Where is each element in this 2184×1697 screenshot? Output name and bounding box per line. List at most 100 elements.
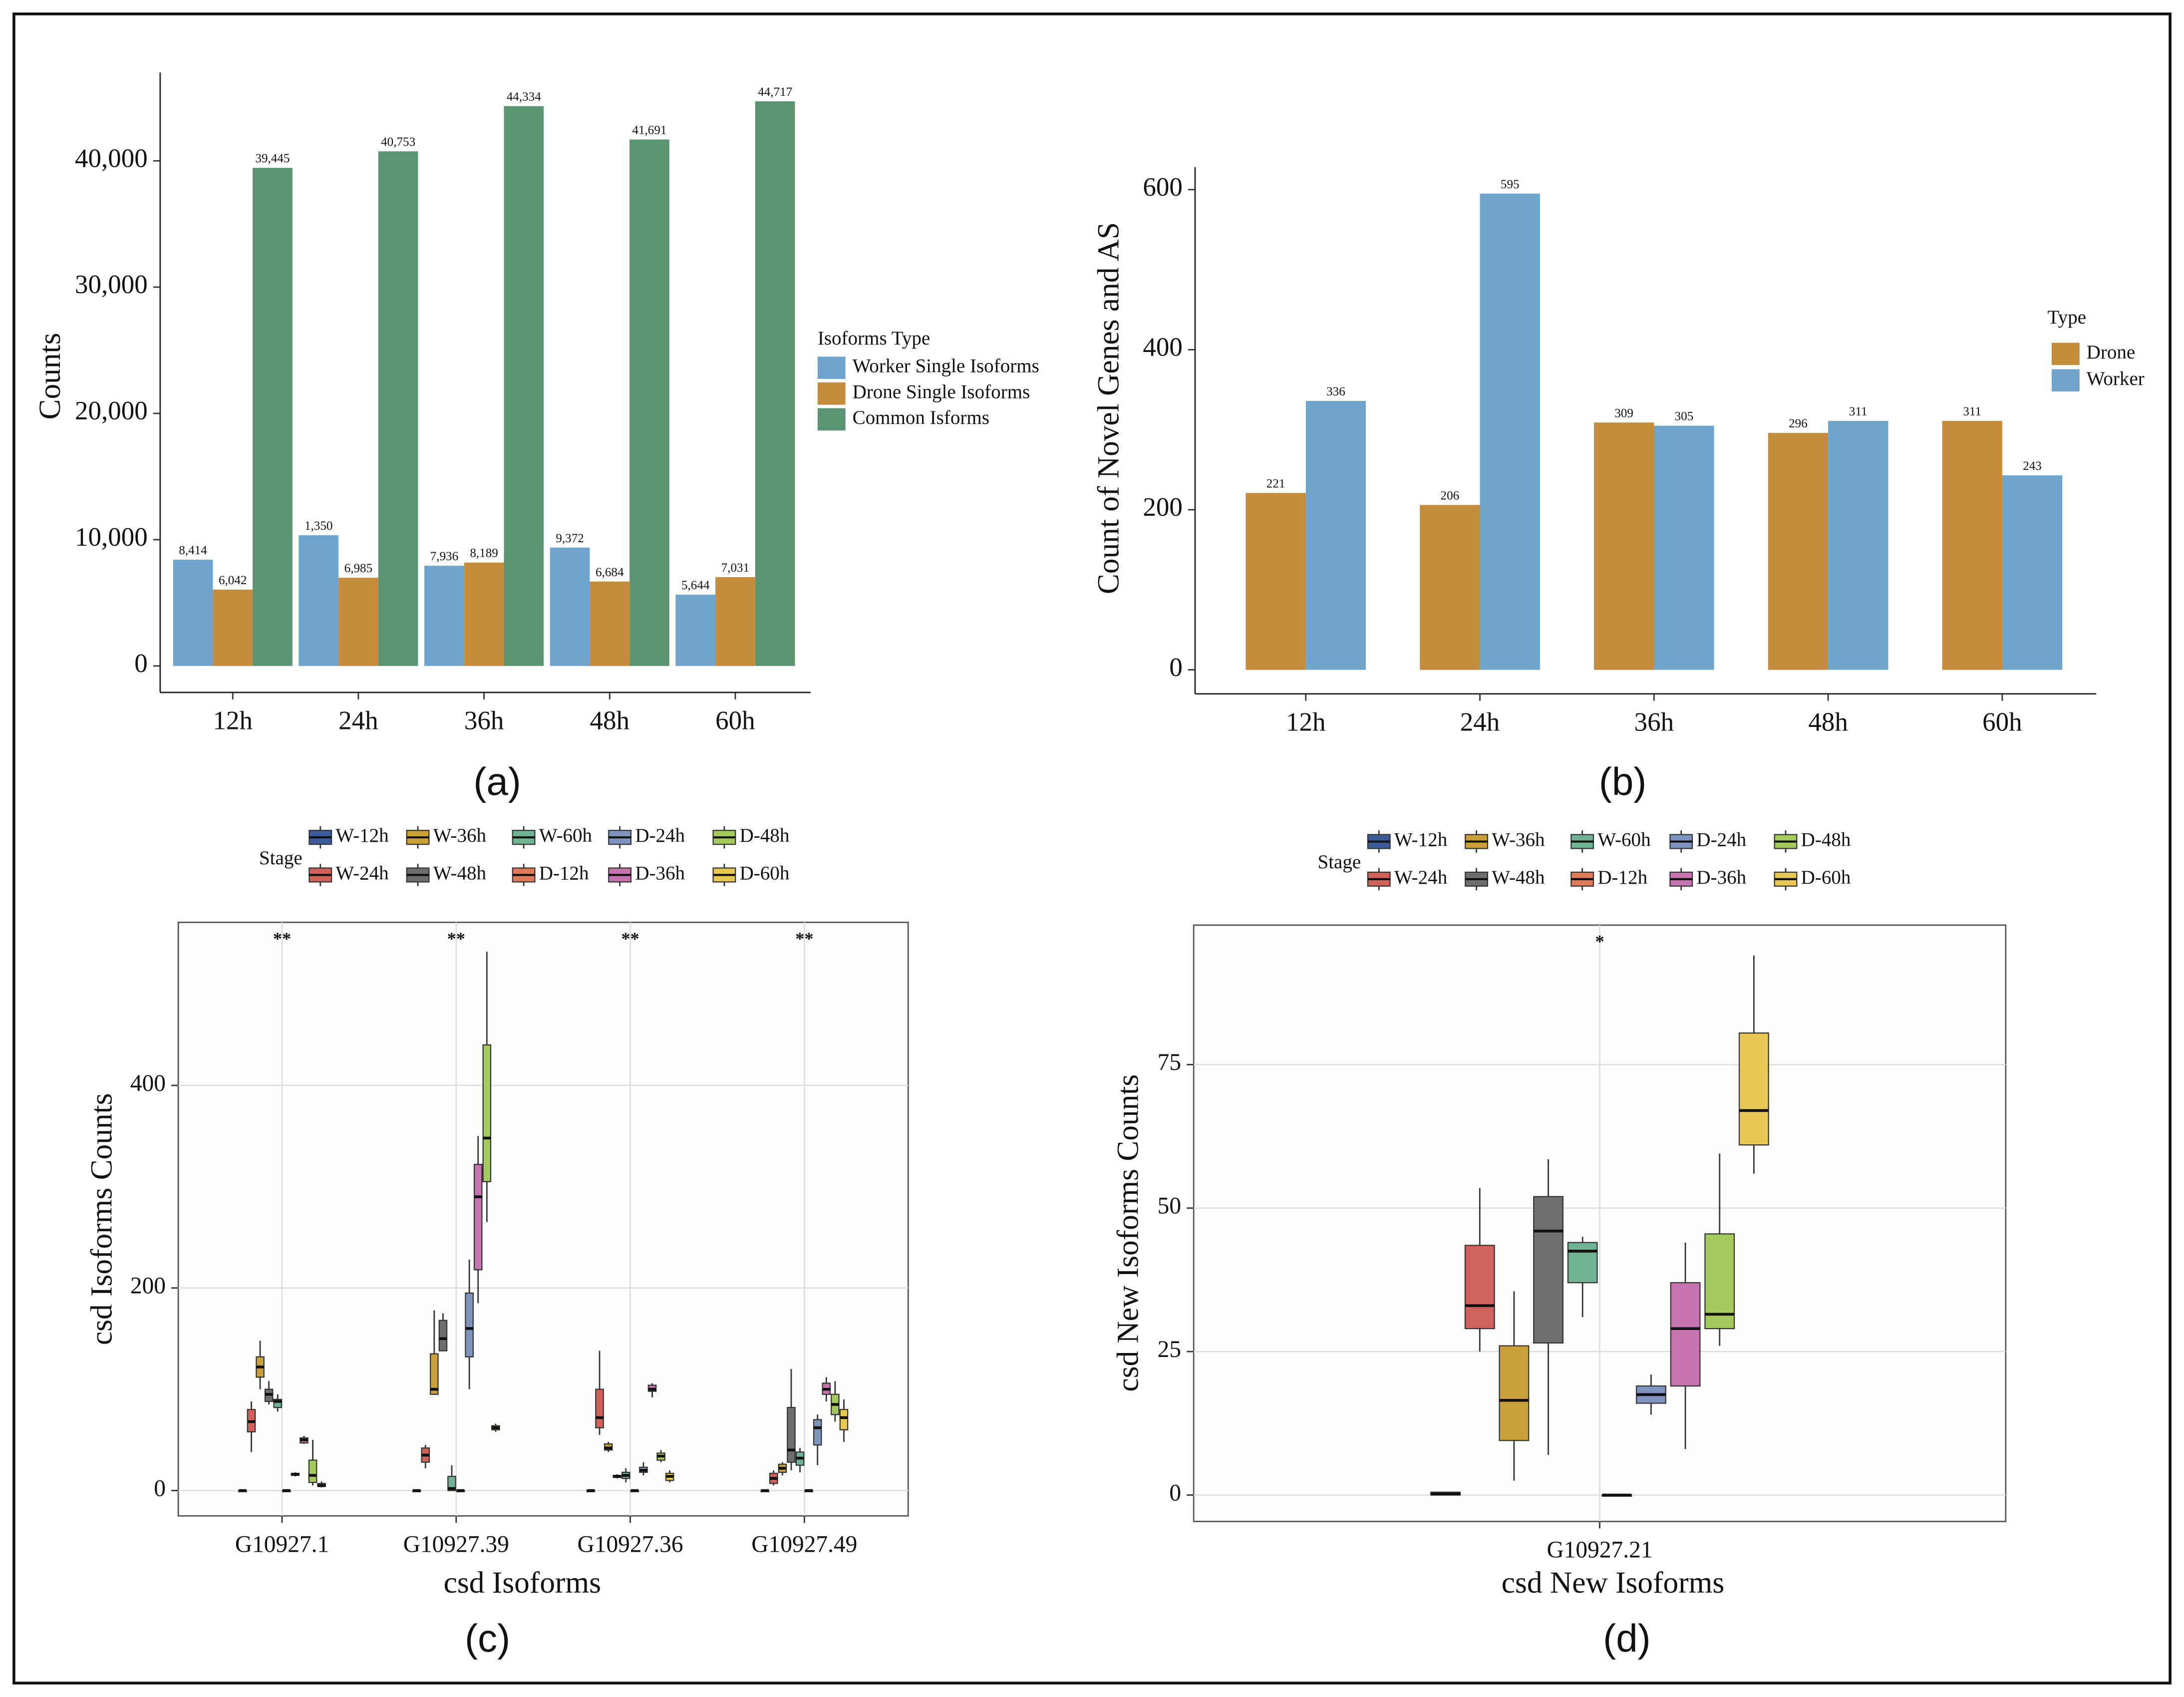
box-body	[813, 1419, 822, 1446]
y-tick-label: 10,000	[75, 523, 148, 552]
value-label: 44,334	[507, 90, 541, 104]
plot-panel	[177, 922, 909, 1517]
legend-label: W-36h	[1492, 829, 1545, 851]
significance-annotation: **	[795, 929, 813, 949]
bar	[424, 566, 464, 666]
legend-label: W-24h	[1394, 867, 1448, 888]
bar	[550, 547, 590, 666]
bar	[755, 101, 795, 666]
value-label: 221	[1266, 477, 1285, 490]
legend-label: W-60h	[1597, 829, 1651, 851]
value-label: 336	[1326, 385, 1345, 398]
value-label: 595	[1501, 178, 1520, 191]
legend-label: Common Isforms	[853, 407, 989, 428]
box-body	[430, 1353, 439, 1395]
y-tick-label: 200	[130, 1273, 166, 1299]
figure-border	[12, 12, 2172, 1685]
x-tick-label: 12h	[1286, 707, 1325, 736]
box-body	[438, 1320, 448, 1352]
value-label: 243	[2023, 459, 2042, 473]
y-tick-label: 400	[1143, 333, 1182, 362]
y-tick-label: 30,000	[75, 270, 148, 299]
legend-label: D-36h	[635, 862, 685, 884]
x-tick-label: 12h	[213, 706, 252, 735]
x-tick-label: 48h	[1808, 707, 1848, 736]
y-tick-label: 40,000	[75, 144, 148, 173]
box-body	[1704, 1233, 1735, 1330]
legend-swatch	[2051, 342, 2080, 365]
legend-label: D-60h	[740, 862, 790, 884]
bar	[173, 560, 213, 666]
bar	[1420, 505, 1480, 670]
legend-title: Stage	[1318, 851, 1361, 873]
legend-label: W-12h	[1394, 829, 1448, 851]
y-tick-label: 0	[1169, 653, 1182, 682]
bar	[1828, 421, 1888, 670]
legend-label: Drone	[2087, 341, 2136, 363]
value-label: 39,445	[255, 152, 290, 165]
value-label: 6,985	[344, 562, 372, 575]
panel-caption: (b)	[1599, 759, 1646, 803]
legend-label: D-36h	[1696, 867, 1746, 888]
x-tick-label: 36h	[1634, 707, 1674, 736]
legend-label: D-48h	[740, 825, 790, 846]
y-tick-label: 0	[134, 649, 147, 678]
x-tick-label: 24h	[338, 706, 378, 735]
value-label: 309	[1614, 406, 1633, 420]
value-label: 296	[1789, 417, 1808, 430]
x-tick-label: G10927.49	[751, 1531, 857, 1557]
value-label: 9,372	[556, 532, 584, 545]
y-axis-title: Count of Novel Genes and AS	[1092, 222, 1126, 594]
x-tick-label: 48h	[590, 706, 629, 735]
bar	[629, 139, 669, 666]
legend-label: W-24h	[335, 862, 389, 884]
x-axis-title: csd New Isoforms	[1502, 1566, 1725, 1600]
box-body	[1533, 1196, 1563, 1344]
value-label: 41,691	[632, 123, 666, 137]
y-tick-label: 75	[1158, 1049, 1181, 1075]
y-tick-label: 200	[1143, 493, 1182, 522]
box-body	[1567, 1242, 1598, 1284]
bar	[1654, 425, 1714, 670]
x-tick-label: G10927.1	[235, 1531, 329, 1557]
box-body	[1670, 1282, 1701, 1387]
significance-annotation: **	[621, 929, 639, 949]
legend-label: W-60h	[539, 825, 593, 846]
panel-caption: (c)	[465, 1616, 510, 1660]
value-label: 311	[1963, 405, 1981, 418]
value-label: 311	[1849, 405, 1868, 418]
bar	[338, 578, 378, 666]
box-body	[1738, 1032, 1769, 1146]
bar	[1942, 421, 2002, 670]
legend-label: D-12h	[539, 862, 589, 884]
legend-label: W-36h	[433, 825, 487, 846]
value-label: 305	[1675, 410, 1694, 423]
significance-annotation: **	[273, 929, 291, 949]
legend-title: Isoforms Type	[818, 328, 930, 349]
box-body	[595, 1388, 604, 1428]
x-tick-label: 60h	[1982, 707, 2022, 736]
bar	[213, 590, 253, 666]
value-label: 7,936	[430, 550, 458, 563]
legend-swatch	[817, 356, 846, 379]
legend-label: D-48h	[1801, 829, 1851, 851]
legend-swatch	[817, 382, 846, 405]
x-axis-title: csd Isoforms	[444, 1566, 601, 1600]
value-label: 6,684	[596, 566, 624, 579]
legend-label: Worker Single Isoforms	[853, 355, 1039, 377]
y-axis-title: Counts	[33, 333, 67, 419]
bar	[1305, 400, 1366, 670]
legend-label: W-48h	[1492, 867, 1545, 888]
bar	[378, 151, 418, 666]
bar	[299, 535, 339, 666]
value-label: 206	[1441, 489, 1460, 502]
bar	[2002, 475, 2063, 670]
y-tick-label: 0	[154, 1475, 166, 1501]
bar	[1480, 193, 1540, 670]
value-label: 6,042	[219, 574, 247, 587]
legend-label: D-60h	[1801, 867, 1851, 888]
x-tick-label: 60h	[715, 706, 755, 735]
box-body	[308, 1459, 317, 1483]
y-axis-title: csd New Isoforms Counts	[1111, 1074, 1145, 1392]
panel-caption: (a)	[473, 759, 521, 803]
